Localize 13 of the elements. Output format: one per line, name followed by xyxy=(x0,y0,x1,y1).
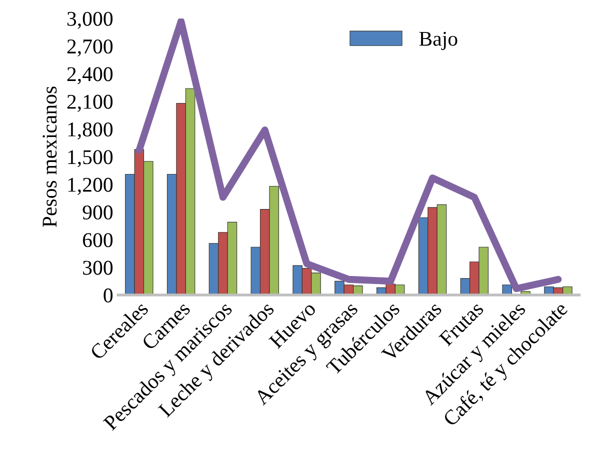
y-tick-label: 1,200 xyxy=(68,178,113,195)
y-tick-label: 2,100 xyxy=(67,94,113,112)
y-tick-label: 0 xyxy=(104,288,113,302)
y-tick-label: 300 xyxy=(83,260,113,275)
y-tick-label: 2,400 xyxy=(67,67,113,84)
y-tick-label: 900 xyxy=(82,205,113,220)
y-tick-label: 1,800 xyxy=(68,122,113,140)
y-tick-label: 1,500 xyxy=(68,150,113,168)
legend-label: Bajo xyxy=(419,32,458,50)
y-tick-label: 2,700 xyxy=(67,39,113,57)
y-tick-label: 600 xyxy=(82,233,113,248)
y-axis-title: Pesos mexicanos xyxy=(42,86,57,228)
y-tick-label: 3,000 xyxy=(67,12,113,29)
